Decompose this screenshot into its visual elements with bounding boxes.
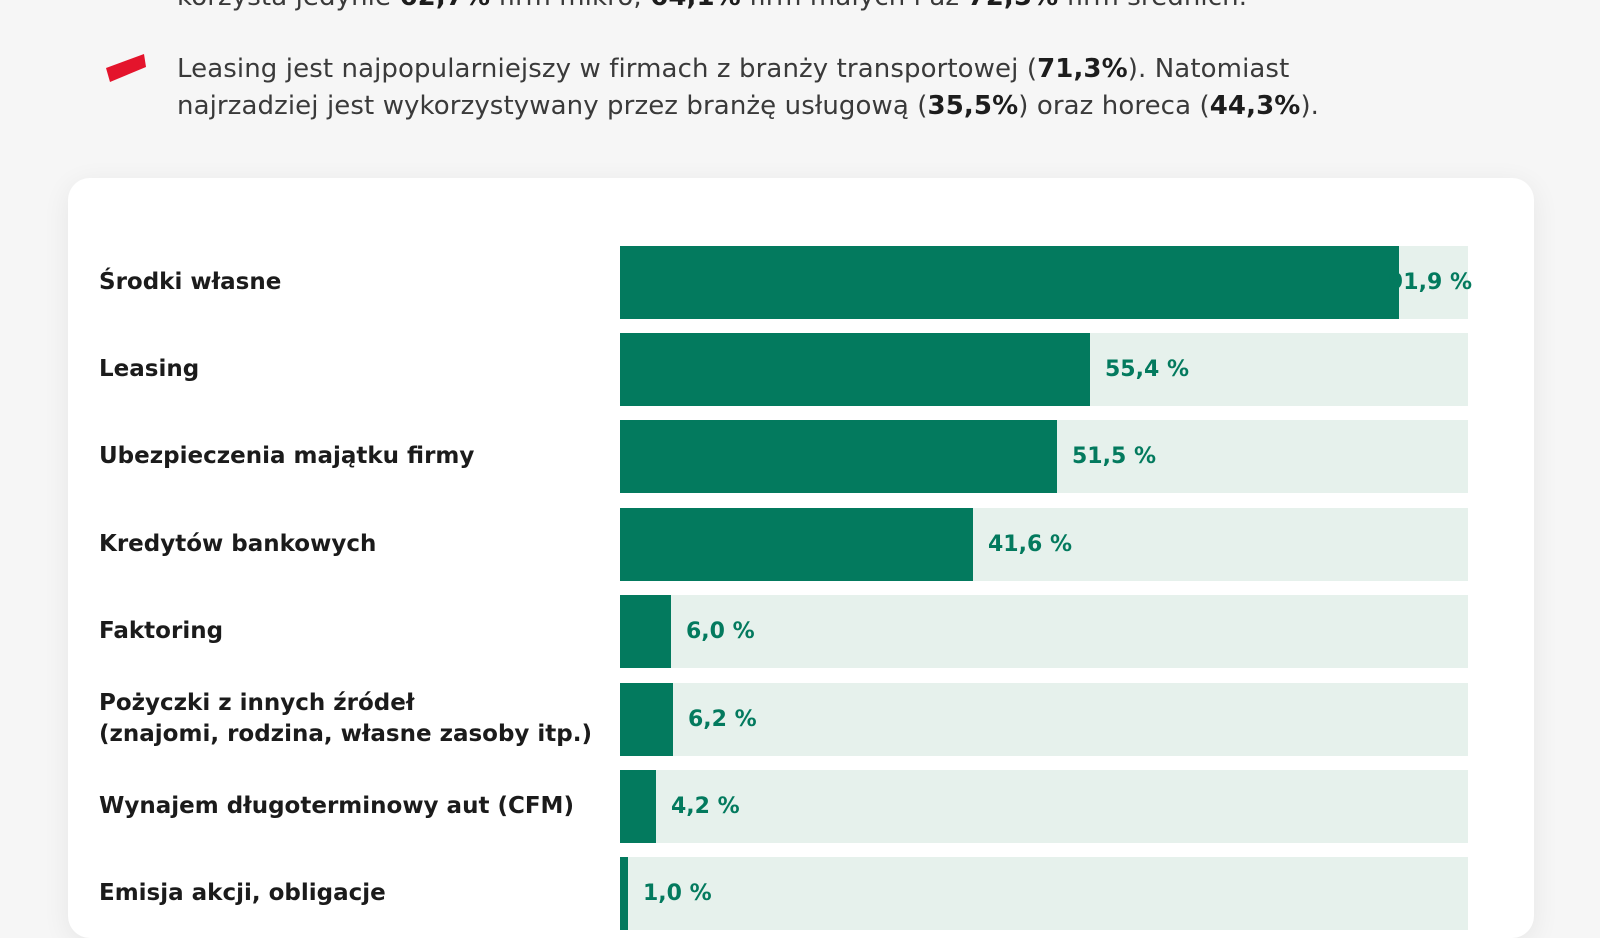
bar-label: Środki własne bbox=[99, 268, 282, 295]
bar-track: 41,6 % bbox=[620, 508, 1468, 581]
bar-value-label: 4,2 % bbox=[671, 794, 740, 819]
bar-label: Kredytów bankowych bbox=[99, 530, 377, 557]
bar-track: 6,2 % bbox=[620, 683, 1468, 756]
bar-label: Faktoring bbox=[99, 617, 224, 644]
intro-text-leasing-line2: najrzadziej jest wykorzystywany przez br… bbox=[177, 91, 1320, 121]
red-brush-marker-icon bbox=[106, 54, 146, 82]
bar bbox=[620, 857, 628, 930]
bar-track: 6,0 % bbox=[620, 595, 1468, 668]
bar bbox=[620, 333, 1090, 406]
bar-value-label: 41,6 % bbox=[988, 532, 1072, 557]
bar-value-label: 55,4 % bbox=[1105, 357, 1189, 382]
intro-text-leasing-line1: Leasing jest najpopularniejszy w firmach… bbox=[177, 54, 1290, 84]
bar-track: 51,5 % bbox=[620, 420, 1468, 493]
bar bbox=[620, 420, 1057, 493]
bar-track: 1,0 % bbox=[620, 857, 1468, 930]
bar-value-label: 6,0 % bbox=[686, 619, 755, 644]
bar-label: Wynajem długoterminowy aut (CFM) bbox=[99, 792, 574, 819]
bar-value-label: 91,9 % bbox=[1388, 270, 1472, 295]
bar-track: 91,9 % bbox=[620, 246, 1472, 319]
bar bbox=[620, 683, 673, 756]
bar bbox=[620, 508, 973, 581]
bar bbox=[620, 246, 1399, 319]
bar-label: Pożyczki z innych źródeł (znajomi, rodzin… bbox=[99, 690, 593, 747]
bar bbox=[620, 595, 671, 668]
bar-value-label: 6,2 % bbox=[688, 707, 757, 732]
bar-label: Leasing bbox=[99, 355, 200, 382]
bar-label: Emisja akcji, obligacje bbox=[99, 879, 386, 906]
bar bbox=[620, 770, 656, 843]
bar-track: 55,4 % bbox=[620, 333, 1468, 406]
bar-track: 4,2 % bbox=[620, 770, 1468, 843]
bar-value-label: 1,0 % bbox=[643, 881, 712, 906]
intro-text-top: korzysta jedynie 62,7% firm mikro, 64,1%… bbox=[177, 0, 1247, 12]
bar-value-label: 51,5 % bbox=[1072, 444, 1156, 469]
bar-label: Ubezpieczenia majątku firmy bbox=[99, 442, 475, 469]
